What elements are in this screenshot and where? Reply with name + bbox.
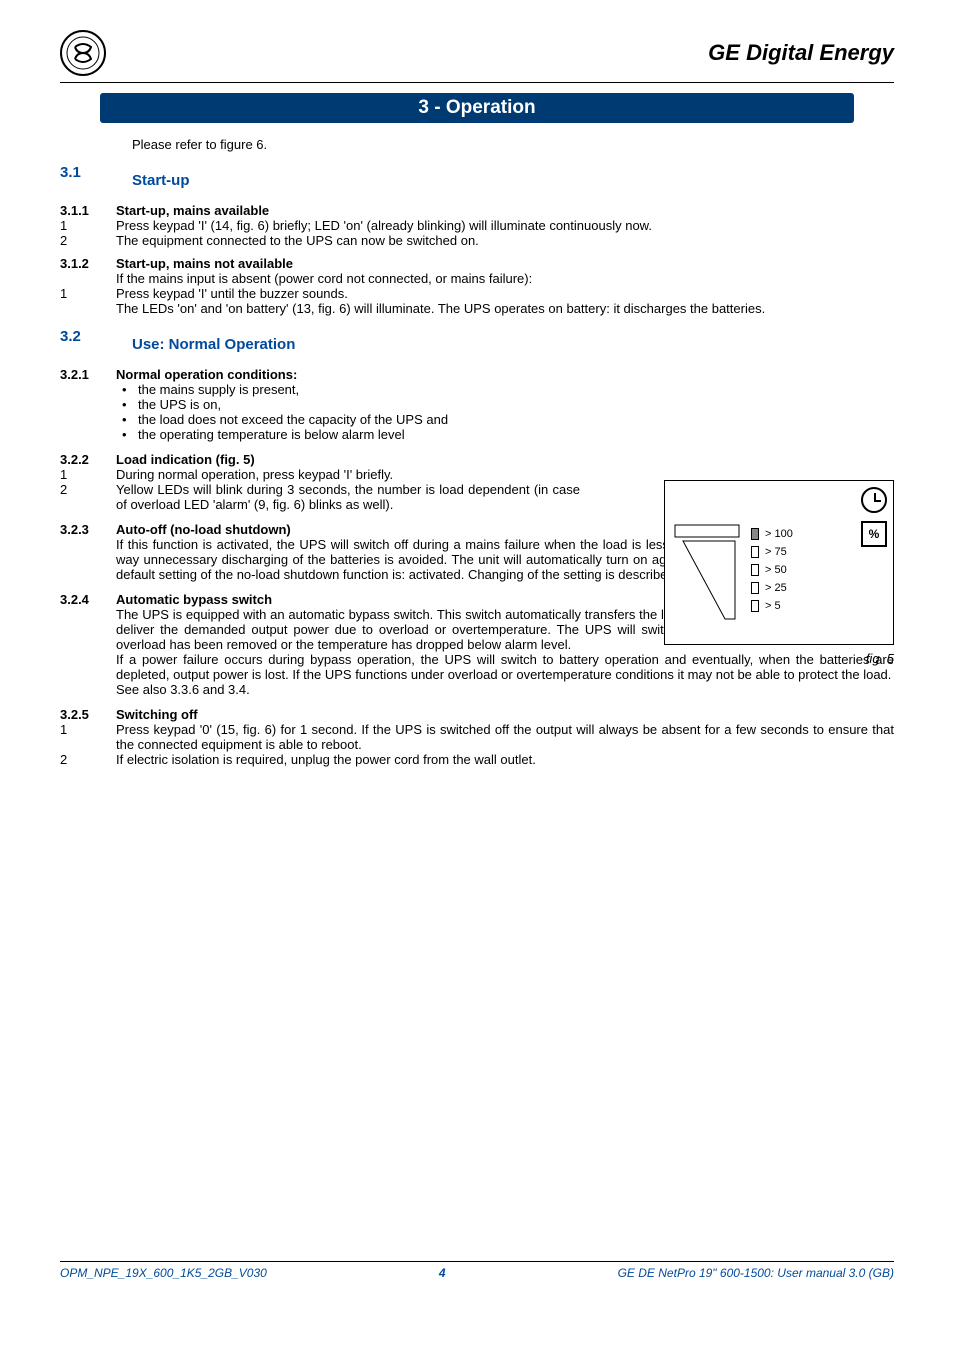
sec-325-num: 3.2.5 bbox=[60, 707, 104, 722]
sec-32-num: 3.2 bbox=[60, 328, 104, 359]
sec-311-title: Start-up, mains available bbox=[116, 203, 269, 218]
blank bbox=[60, 271, 104, 286]
sec-323-num: 3.2.3 bbox=[60, 522, 104, 537]
bullet-item: the mains supply is present, bbox=[118, 382, 894, 397]
step-num: 1 bbox=[60, 218, 104, 233]
blank bbox=[60, 382, 104, 442]
footer-doc-id: OPM_NPE_19X_600_1K5_2GB_V030 bbox=[60, 1266, 267, 1280]
clock-icon bbox=[861, 487, 887, 513]
led-icon bbox=[751, 582, 759, 594]
step-text: If electric isolation is required, unplu… bbox=[116, 752, 894, 767]
step-text: Press keypad '0' (15, fig. 6) for 1 seco… bbox=[116, 722, 894, 752]
brand-title: GE Digital Energy bbox=[708, 40, 894, 66]
bullet-item: the load does not exceed the capacity of… bbox=[118, 412, 894, 427]
footer-doc-title: GE DE NetPro 19" 600-1500: User manual 3… bbox=[618, 1266, 894, 1280]
bullet-item: the operating temperature is below alarm… bbox=[118, 427, 894, 442]
percent-icon: % bbox=[861, 521, 887, 547]
intro-note: Please refer to figure 6. bbox=[132, 137, 894, 152]
sec-31-title: Start-up bbox=[132, 172, 190, 189]
sec-323-title: Auto-off (no-load shutdown) bbox=[116, 522, 291, 537]
step-num: 2 bbox=[60, 482, 104, 512]
blank bbox=[60, 607, 104, 697]
led-icon bbox=[751, 546, 759, 558]
ge-logo bbox=[60, 30, 106, 76]
sec-321-title: Normal operation conditions: bbox=[116, 367, 297, 382]
step-num: 1 bbox=[60, 722, 104, 752]
blank bbox=[60, 537, 104, 582]
bullet-item: the UPS is on, bbox=[118, 397, 894, 412]
scale-label: > 25 bbox=[765, 582, 787, 594]
bullet-list: the mains supply is present, the UPS is … bbox=[116, 382, 894, 442]
step-text-a: Press keypad 'I' until the buzzer sounds… bbox=[116, 286, 348, 301]
paragraph: See also 3.3.6 and 3.4. bbox=[116, 682, 894, 697]
sec-325-title: Switching off bbox=[116, 707, 198, 722]
step-text: During normal operation, press keypad 'I… bbox=[116, 467, 580, 482]
step-text: The equipment connected to the UPS can n… bbox=[116, 233, 894, 248]
bar-indicator-icon bbox=[673, 523, 743, 623]
scale-label: > 75 bbox=[765, 546, 787, 558]
step-text: Press keypad 'I' until the buzzer sounds… bbox=[116, 286, 894, 316]
sec-322-title: Load indication (fig. 5) bbox=[116, 452, 255, 467]
intro-text: If the mains input is absent (power cord… bbox=[116, 271, 894, 286]
step-text: Press keypad 'I' (14, fig. 6) briefly; L… bbox=[116, 218, 894, 233]
step-num: 1 bbox=[60, 286, 104, 316]
pct-symbol: % bbox=[869, 527, 880, 541]
sec-321-num: 3.2.1 bbox=[60, 367, 104, 382]
sec-322-num: 3.2.2 bbox=[60, 452, 104, 467]
sec-311-num: 3.1.1 bbox=[60, 203, 104, 218]
sec-31-num: 3.1 bbox=[60, 164, 104, 195]
led-icon bbox=[751, 564, 759, 576]
sec-324-title: Automatic bypass switch bbox=[116, 592, 272, 607]
footer-page-number: 4 bbox=[439, 1266, 446, 1280]
figure-5: % > 100 > 75 > 50 > 25 > 5 fig. 5 bbox=[664, 480, 894, 666]
header-rule bbox=[60, 82, 894, 83]
sec-324-num: 3.2.4 bbox=[60, 592, 104, 607]
footer-rule bbox=[60, 1261, 894, 1262]
scale-label: > 100 bbox=[765, 528, 793, 540]
scale-label: > 50 bbox=[765, 564, 787, 576]
scale-label: > 5 bbox=[765, 600, 781, 612]
led-icon bbox=[751, 528, 759, 540]
chapter-heading: 3 - Operation bbox=[100, 93, 854, 123]
figure-caption: fig. 5 bbox=[664, 651, 894, 666]
sec-312-title: Start-up, mains not available bbox=[116, 256, 293, 271]
step-text: Yellow LEDs will blink during 3 seconds,… bbox=[116, 482, 580, 512]
step-num: 2 bbox=[60, 233, 104, 248]
sec-312-num: 3.1.2 bbox=[60, 256, 104, 271]
step-text-b: The LEDs 'on' and 'on battery' (13, fig.… bbox=[116, 301, 894, 316]
step-num: 2 bbox=[60, 752, 104, 767]
step-num: 1 bbox=[60, 467, 104, 482]
sec-32-title: Use: Normal Operation bbox=[132, 336, 295, 353]
led-icon bbox=[751, 600, 759, 612]
